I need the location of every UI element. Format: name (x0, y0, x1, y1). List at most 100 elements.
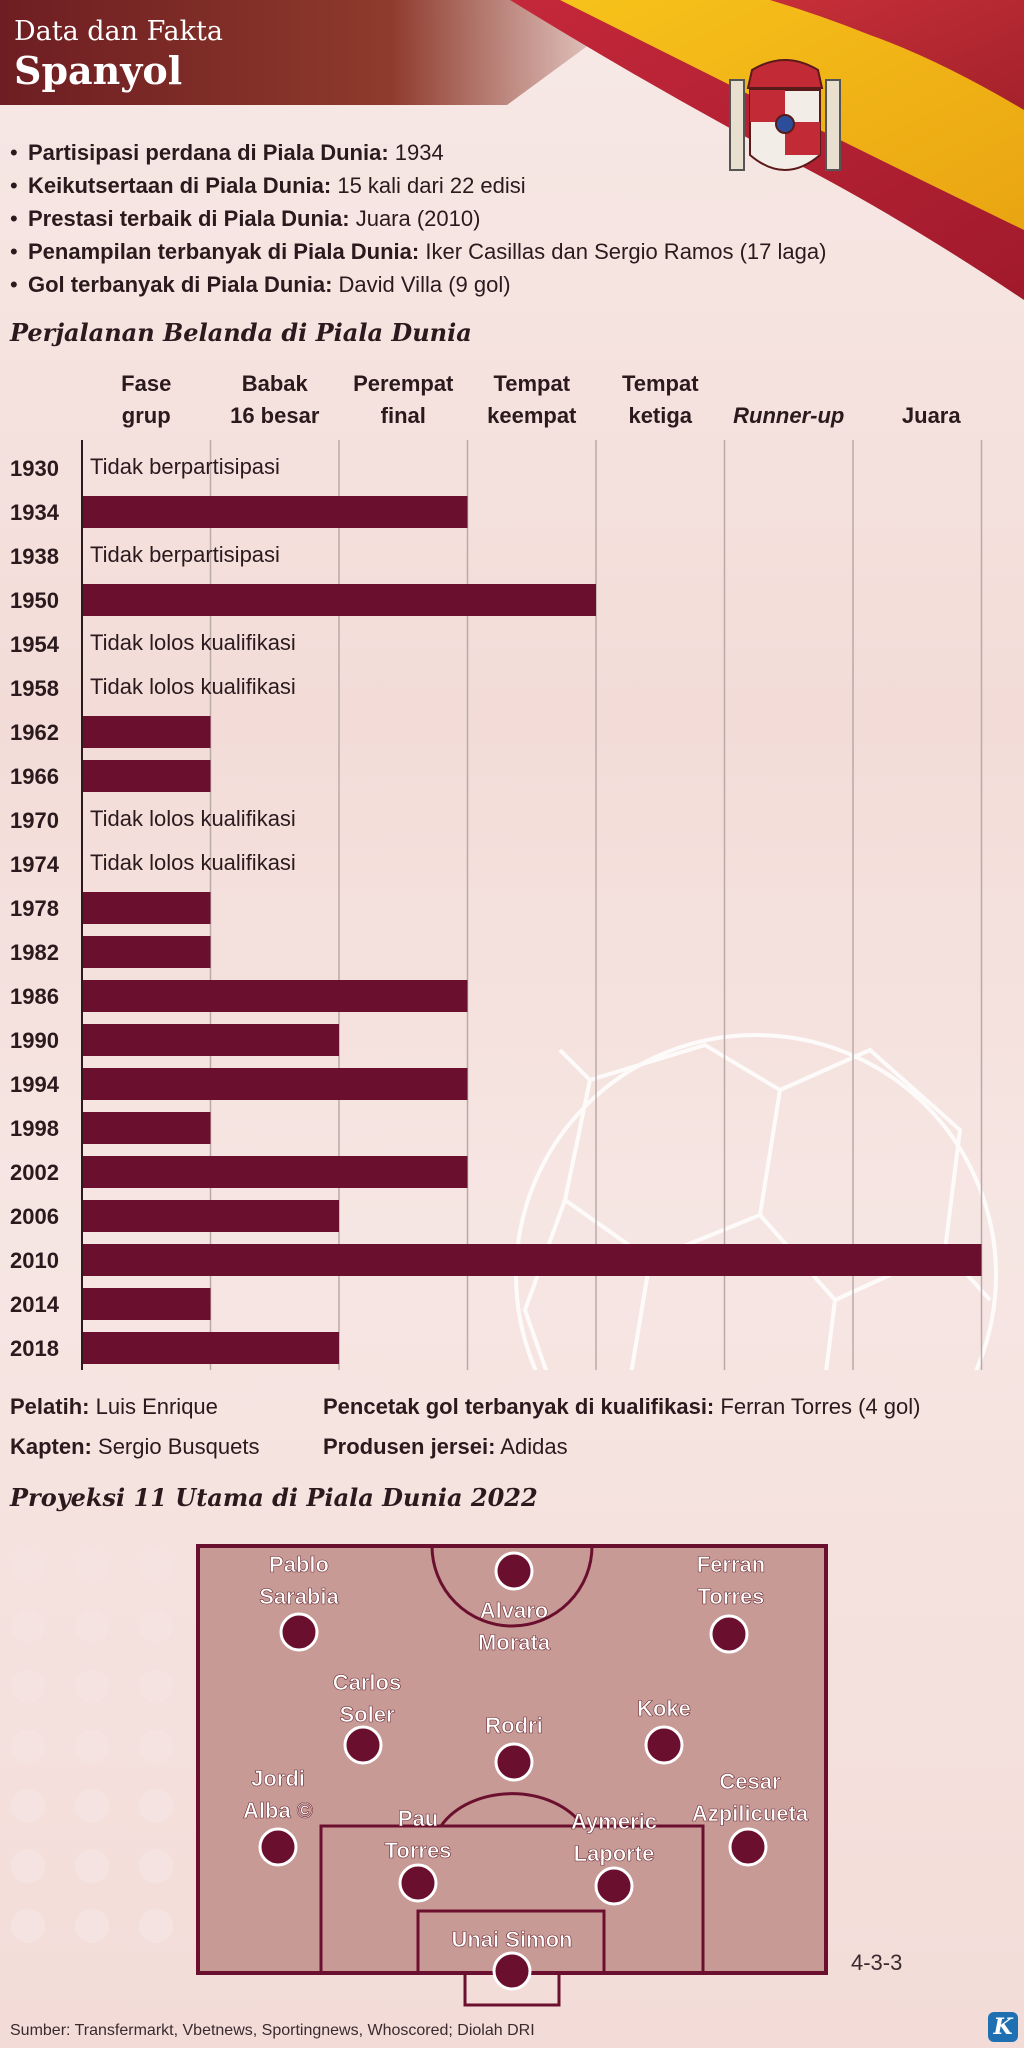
info-captain: Kapten: Sergio Busquets (10, 1434, 260, 1459)
year-label: 1950 (10, 588, 59, 613)
player-marker: Ferran Torres (696, 1552, 766, 1654)
fact-best-achievement: • Prestasi terbaik di Piala Dunia: Juara … (10, 206, 481, 231)
year-label: 1966 (10, 764, 59, 789)
player-name: Pau (398, 1806, 438, 1831)
player-dot (644, 1725, 684, 1765)
dot (11, 1849, 45, 1883)
stage-label: Fase (121, 371, 171, 396)
stage-label: Juara (902, 403, 961, 428)
player-dot (494, 1742, 534, 1782)
player-name: Jordi (251, 1766, 305, 1791)
bar (82, 1156, 468, 1188)
lineup-pitch: Pablo Sarabia Alvaro Morata Ferran Torres Carl… (11, 1544, 828, 2007)
lineup-title: Proyeksi 11 Utama di Piala Dunia 2022 (10, 1483, 538, 1512)
player-name: Ferran (697, 1552, 765, 1577)
player-name: Torres (385, 1838, 452, 1863)
dot (11, 1609, 45, 1643)
dot (11, 1549, 45, 1583)
year-label: 2006 (10, 1204, 59, 1229)
info-qualifying-top-scorer: Pencetak gol terbanyak di kualifikasi: F… (323, 1394, 921, 1419)
spain-flag-illustration (510, 0, 1024, 300)
player-dot (728, 1827, 768, 1867)
stage-label: ketiga (628, 403, 692, 428)
dot (75, 1549, 109, 1583)
bar (82, 1200, 339, 1232)
stage-label: Babak (242, 371, 309, 396)
dot (75, 1789, 109, 1823)
world-cup-timeline-chart: Fase grup Babak 16 besar Perempat final Tempat… (10, 371, 998, 1370)
player-dot (492, 1951, 532, 1991)
stage-label: Perempat (353, 371, 454, 396)
player-name: Torres (698, 1584, 765, 1609)
year-label: 1994 (10, 1072, 60, 1097)
info-kit-manufacturer: Produsen jersei: Adidas (323, 1434, 568, 1459)
dot (11, 1789, 45, 1823)
dot (11, 1669, 45, 1703)
pitch-center-circle (430, 1545, 594, 1628)
player-dot (709, 1614, 749, 1654)
player-name: Azpilicueta (692, 1801, 809, 1826)
player-name: Carlos (333, 1670, 401, 1695)
player-marker: Pablo Sarabia (259, 1552, 340, 1652)
player-name: Alba © (243, 1798, 313, 1823)
info-coach: Pelatih: Luis Enrique (10, 1394, 218, 1419)
player-marker: Koke (637, 1696, 691, 1765)
player-name: Koke (637, 1696, 691, 1721)
player-name: Unai Simon (451, 1927, 572, 1952)
player-dot (279, 1612, 319, 1652)
coat-of-arms-icon (729, 59, 841, 171)
dot (139, 1849, 173, 1883)
year-label: 1990 (10, 1028, 59, 1053)
player-dot (258, 1827, 298, 1867)
note-label: Tidak lolos kualifikasi (90, 850, 296, 875)
year-label: 1962 (10, 720, 59, 745)
year-label: 2002 (10, 1160, 59, 1185)
stage-label: grup (122, 403, 171, 428)
player-name: Alvaro (480, 1598, 548, 1623)
pitch-penalty-arc (439, 1792, 585, 1827)
dot (75, 1609, 109, 1643)
fact-top-scorer: • Gol terbanyak di Piala Dunia: David Vil… (10, 272, 511, 297)
bar (82, 892, 211, 924)
stage-label: final (381, 403, 426, 428)
bar (82, 1112, 211, 1144)
dot (11, 1909, 45, 1943)
player-dot (398, 1863, 438, 1903)
timeline-title: Perjalanan Belanda di Piala Dunia (10, 318, 472, 347)
year-label: 1982 (10, 940, 59, 965)
player-marker: Carlos Soler (332, 1670, 402, 1765)
bar (82, 936, 211, 968)
dot (75, 1729, 109, 1763)
player-dot (343, 1725, 383, 1765)
bar (82, 760, 211, 792)
stage-label: Tempat (493, 371, 570, 396)
player-dot (494, 1551, 534, 1591)
player-name: Pablo (269, 1552, 329, 1577)
dot (139, 1549, 173, 1583)
player-marker: Rodri (485, 1713, 543, 1782)
player-marker: Aymeric Laporte (571, 1809, 657, 1906)
bar (82, 980, 468, 1012)
page-title: Spanyol (14, 48, 183, 93)
fact-first-participation: • Partisipasi perdana di Piala Dunia: 193… (10, 140, 444, 165)
facts-list: • Partisipasi perdana di Piala Dunia: 193… (10, 136, 890, 301)
year-label: 2014 (10, 1292, 60, 1317)
year-label: 1978 (10, 896, 59, 921)
stage-label: keempat (487, 403, 577, 428)
fact-most-appearances: • Penampilan terbanyak di Piala Dunia: Ik… (10, 239, 827, 264)
dot (139, 1789, 173, 1823)
bar (82, 496, 468, 528)
chart-rows: 1930 Tidak berpartisipasi 1934 1938 Tidak be… (10, 454, 982, 1364)
year-label: 1970 (10, 808, 59, 833)
players: Pablo Sarabia Alvaro Morata Ferran Torres Carl… (243, 1551, 809, 1991)
player-name: Laporte (574, 1841, 655, 1866)
year-label: 2010 (10, 1248, 59, 1273)
player-marker: Cesar Azpilicueta (692, 1769, 809, 1867)
note-label: Tidak lolos kualifikasi (90, 630, 296, 655)
dot (139, 1729, 173, 1763)
bar (82, 1024, 339, 1056)
player-name: Soler (339, 1702, 394, 1727)
note-label: Tidak lolos kualifikasi (90, 674, 296, 699)
formation-label: 4-3-3 (851, 1950, 903, 1975)
year-label: 1958 (10, 676, 59, 701)
